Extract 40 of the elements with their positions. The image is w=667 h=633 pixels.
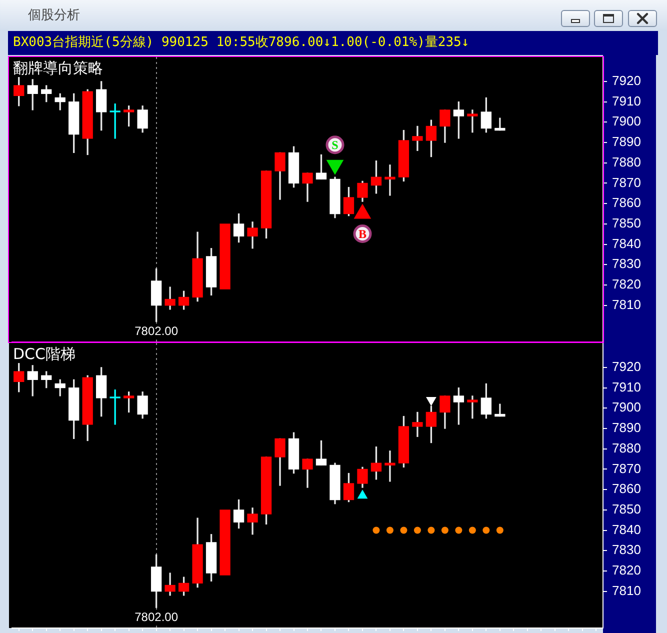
annotation: 7802.00 (134, 610, 178, 624)
y-tick-label: 7910 (612, 379, 641, 394)
annotation: 7802.00 (134, 324, 178, 338)
candlestick (220, 224, 230, 290)
y-tick-label: 7870 (612, 460, 641, 476)
text: 個股分析 (28, 8, 80, 24)
y-tick-label: 7820 (612, 276, 641, 292)
candlestick (220, 510, 230, 576)
y-tick-label: 7880 (612, 440, 641, 456)
candlestick (467, 396, 478, 419)
candlestick (384, 450, 396, 482)
y-tick-label: 7840 (612, 236, 641, 251)
candlestick (467, 110, 478, 133)
y-tick-label: 7810 (612, 296, 641, 312)
chart-title: 翻牌導向策略 (13, 59, 103, 77)
y-tick-label: 7920 (612, 73, 641, 88)
y-tick-label: 7840 (612, 522, 641, 537)
y-tick-label: 7870 (612, 174, 641, 190)
y-tick-label: 7830 (612, 542, 641, 558)
candlestick (384, 164, 396, 196)
y-tick-label: 7860 (612, 481, 641, 496)
y-tick-label: 7810 (612, 582, 641, 598)
candlestick (412, 412, 423, 437)
chart-title: DCC階梯 (13, 345, 76, 363)
y-tick-label: 7860 (612, 195, 641, 210)
y-tick-label: 7890 (612, 420, 641, 436)
y-tick-label: 7900 (612, 114, 641, 129)
y-tick-label: 7850 (612, 502, 641, 517)
text: BX003台指期近(5分線) 990125 10:55收7896.00↓1.00(-0.01%)量235↓ (13, 35, 470, 51)
y-tick-label: 7830 (612, 256, 641, 272)
y-tick-label: 7850 (612, 216, 641, 231)
y-tick-label: 7820 (612, 562, 641, 578)
y-tick-label: 7910 (612, 93, 641, 108)
candlestick (412, 126, 423, 151)
y-tick-label: 7890 (612, 134, 641, 150)
y-tick-label: 7880 (612, 154, 641, 170)
y-tick-label: 7900 (612, 400, 641, 415)
series-label: S (332, 138, 339, 152)
y-tick-label: 7920 (612, 359, 641, 374)
series-label: B (358, 226, 366, 241)
